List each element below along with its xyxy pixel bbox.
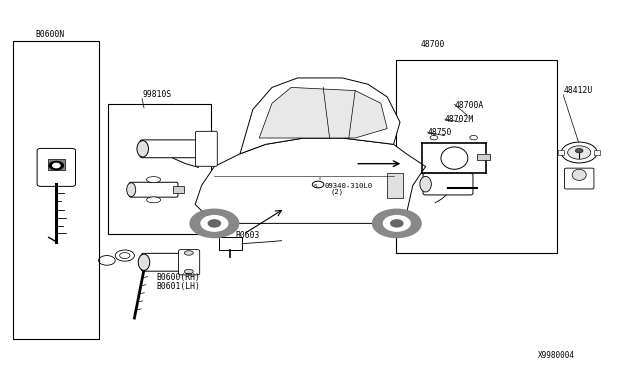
- Circle shape: [312, 181, 324, 188]
- Polygon shape: [195, 138, 426, 223]
- Bar: [558, 150, 564, 155]
- Bar: [396, 60, 557, 253]
- Text: X9980004: X9980004: [538, 351, 575, 360]
- Circle shape: [575, 148, 583, 153]
- Ellipse shape: [147, 177, 161, 183]
- Ellipse shape: [184, 269, 193, 274]
- Text: 99810S: 99810S: [142, 90, 172, 99]
- Circle shape: [52, 163, 60, 168]
- Text: 48412U: 48412U: [563, 86, 593, 95]
- Polygon shape: [259, 87, 387, 138]
- Bar: [13, 41, 99, 339]
- Bar: [197, 156, 210, 163]
- Text: B0600(RH): B0600(RH): [157, 273, 201, 282]
- FancyBboxPatch shape: [141, 253, 188, 271]
- Ellipse shape: [184, 251, 193, 255]
- Circle shape: [561, 142, 597, 163]
- Ellipse shape: [420, 176, 431, 192]
- Ellipse shape: [137, 141, 148, 157]
- FancyBboxPatch shape: [179, 250, 200, 275]
- FancyBboxPatch shape: [37, 148, 76, 186]
- Text: S: S: [314, 183, 317, 189]
- FancyBboxPatch shape: [423, 173, 473, 195]
- Text: (2): (2): [330, 189, 344, 195]
- Ellipse shape: [138, 254, 150, 270]
- Text: 48702M: 48702M: [445, 115, 474, 124]
- FancyBboxPatch shape: [564, 168, 594, 189]
- Bar: [387, 173, 403, 198]
- Bar: [48, 158, 65, 170]
- Circle shape: [49, 161, 63, 170]
- Bar: [219, 237, 242, 250]
- Circle shape: [372, 209, 421, 238]
- Circle shape: [568, 146, 591, 159]
- Bar: [108, 104, 211, 234]
- Text: 09340-310L0: 09340-310L0: [324, 183, 372, 189]
- Text: B0600N: B0600N: [35, 30, 65, 39]
- Circle shape: [383, 216, 410, 231]
- Circle shape: [190, 209, 239, 238]
- Bar: [197, 135, 210, 141]
- Bar: [594, 150, 600, 155]
- FancyBboxPatch shape: [140, 140, 203, 158]
- Bar: [477, 154, 490, 160]
- Text: 48750: 48750: [428, 128, 452, 137]
- Text: B0601(LH): B0601(LH): [157, 282, 201, 291]
- Circle shape: [390, 220, 403, 227]
- Text: B0603: B0603: [235, 231, 259, 240]
- Polygon shape: [240, 78, 400, 154]
- Circle shape: [208, 220, 220, 227]
- Circle shape: [201, 216, 228, 231]
- Circle shape: [430, 135, 438, 140]
- FancyBboxPatch shape: [129, 182, 178, 197]
- Text: 48700A: 48700A: [454, 101, 484, 110]
- Bar: [173, 186, 184, 193]
- Circle shape: [470, 135, 477, 140]
- Text: 48700: 48700: [421, 39, 445, 48]
- Ellipse shape: [127, 183, 136, 197]
- Ellipse shape: [147, 197, 161, 203]
- Ellipse shape: [441, 147, 468, 169]
- FancyBboxPatch shape: [196, 131, 218, 166]
- Ellipse shape: [572, 169, 586, 180]
